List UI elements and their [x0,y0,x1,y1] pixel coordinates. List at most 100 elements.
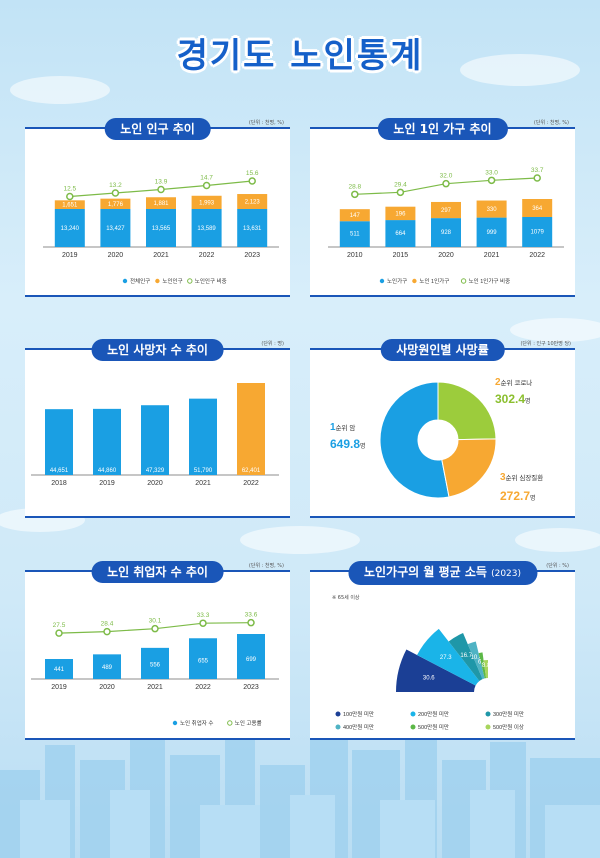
legend-marker [485,711,491,717]
bar-value-label: 13,427 [106,226,125,232]
legend-marker [412,278,417,284]
ratio-point [111,189,120,197]
bar-stack-value-label: 297 [441,208,452,214]
bar-stack [476,200,507,218]
unit-label: (단위 : 인구 10만명 당) [520,341,571,347]
income-slice [396,649,476,692]
bar-value-label: 655 [198,659,209,665]
legend-marker [485,724,491,730]
bar-value-label: 664 [395,231,406,237]
chart-card-household-income: 노인가구의 월 평균 소득 (2023) (단위 : %) ※ 65세 이상 3… [310,561,575,740]
ratio-value-label: 28.4 [101,621,114,628]
ratio-point [351,190,359,199]
bar-stack-value-label: 1,776 [108,202,124,208]
legend-marker [410,724,416,730]
legend-marker [460,278,467,284]
ratio-value-label: 12.5 [63,186,76,193]
bar-stack [146,197,176,209]
cause-rank-suffix: 순위 [336,424,350,432]
cause-value: 272.7명 [500,489,536,503]
chart-title: 사망원인별 사망률 [380,339,505,361]
x-tick-label: 2020 [438,252,454,259]
cause-rank-suffix: 순위 [506,474,520,482]
x-tick-label: 2022 [529,252,545,259]
legend-label: 노인 취업자 수 [180,719,213,727]
x-tick-label: 2021 [195,480,211,487]
bar-value-label: 999 [487,230,498,236]
bar-value-label: 489 [102,665,113,671]
bar [189,398,217,475]
ratio-point [151,624,159,633]
legend-label: 노인가구 [387,277,407,285]
legend-marker [155,278,160,284]
chart-title-text: 노인가구의 월 평균 소득 [363,565,487,579]
x-tick-label: 2015 [393,252,409,259]
bar-value-label: 441 [54,667,65,673]
bar-value-label: 13,240 [61,226,80,232]
chart-single-households: 511 147 2010 664 196 2015 928 297 2020 999 330 2021… [328,167,564,285]
chart-card-single-households: 노인 1인 가구 추이 (단위 : 천명, %) 511 147 2010 664 19… [310,118,575,297]
cause-value-unit: 명 [530,494,536,502]
bar-stack-value-label: 1,881 [153,201,169,207]
ratio-value-label: 30.1 [149,618,162,625]
x-tick-label: 2023 [243,684,259,691]
chart-card-elderly-deaths: 노인 사망자 수 추이 (단위 : 명) 44,651 2018 44,860 201… [25,339,290,518]
income-slice [483,660,488,679]
cause-label: 2순위 코로나 [495,377,532,388]
bar [191,209,222,247]
x-tick-label: 2019 [99,480,115,487]
legend-marker [335,724,341,730]
bar [100,209,131,247]
bar-value-label: 1079 [531,230,545,236]
bar-stack [385,206,416,221]
legend-label: 노인인구 비중 [195,277,227,285]
bar-value-label: 62,401 [242,468,261,474]
x-tick-label: 2021 [484,252,500,259]
chart-card-death-causes: 사망원인별 사망률 (단위 : 인구 10만명 당) 1순위 암 649.8명 2순… [310,339,575,518]
legend-marker [172,720,178,726]
cause-value-number: 649.8 [330,437,360,451]
ratio-value-label: 13.9 [155,179,168,186]
bar-value-label: 13,565 [152,226,171,232]
cause-value-number: 302.4 [495,392,525,406]
income-slice-value: 6.3 [478,660,487,666]
x-tick-label: 2023 [244,252,260,259]
ratio-value-label: 33.7 [531,167,544,174]
bar [93,654,121,679]
ratio-value-label: 27.5 [53,622,66,629]
bar-stack-value-label: 1,993 [199,200,215,206]
chart-title-year: (2023) [491,569,522,579]
x-tick-label: 2020 [108,252,124,259]
unit-label: (단위 : 천명, %) [248,563,284,569]
ratio-point [247,618,255,627]
x-tick-label: 2020 [147,480,163,487]
ratio-point [157,185,165,194]
chart-title: 노인 1인 가구 추이 [377,118,508,140]
ratio-value-label: 29.4 [394,181,407,188]
bar [141,647,169,679]
legend-label: 500만원 미만 [418,723,449,731]
bar-stack-value-label: 147 [350,213,361,219]
bar [45,409,73,475]
cause-name: 코로나 [514,378,532,387]
donut-slice [441,438,497,498]
legend-label: 노인 1인가구 비중 [469,277,511,285]
cause-value-number: 272.7 [500,489,530,503]
legend-label: 전체인구 [130,277,150,285]
bar [522,217,553,247]
legend-label: 400만원 미만 [343,723,374,731]
legend-marker [122,278,128,284]
cause-value: 302.4명 [495,392,531,406]
chart-note: ※ 65세 이상 [332,595,360,601]
ratio-value-label: 13.2 [109,182,122,189]
bar-stack-value-label: 2,123 [245,200,261,206]
chart-elderly-deaths: 44,651 2018 44,860 2019 47,329 2020 51,790 2021… [31,383,279,487]
ratio-point [396,188,405,197]
chart-title: 노인 취업자 수 추이 [91,561,224,583]
income-slice [467,641,485,680]
bar [237,634,265,679]
cause-name: 심장질환 [519,473,543,482]
legend-marker [227,720,233,726]
